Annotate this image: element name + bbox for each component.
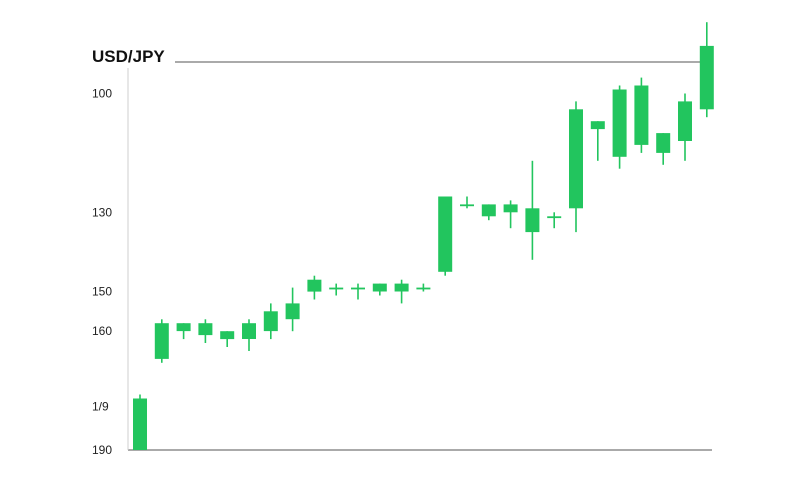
- candle: [503, 200, 518, 229]
- candle: [285, 287, 300, 332]
- candle: [438, 196, 453, 276]
- candle: [263, 303, 278, 340]
- candle-body: [569, 109, 583, 209]
- candle-body: [656, 133, 671, 153]
- candle: [612, 85, 627, 169]
- candle: [547, 212, 562, 229]
- candle-body: [307, 279, 322, 292]
- candle-body: [285, 303, 300, 320]
- candle: [242, 319, 256, 351]
- candles: [133, 22, 714, 450]
- candle-body: [481, 204, 496, 217]
- candle-body: [547, 216, 562, 219]
- candle: [220, 331, 235, 347]
- candle-body: [438, 196, 453, 272]
- y-tick-label: 160: [92, 324, 112, 338]
- y-tick-label: 150: [92, 285, 112, 299]
- candle-body: [525, 208, 540, 233]
- candle-body: [351, 287, 365, 290]
- candle: [394, 279, 409, 304]
- candle: [460, 196, 474, 209]
- chart-title: USD/JPY: [92, 47, 165, 66]
- candle-body: [263, 311, 278, 332]
- candle-body: [590, 121, 605, 130]
- candle: [372, 283, 387, 296]
- candle-body: [220, 331, 235, 340]
- candle-body: [699, 45, 714, 110]
- candle: [307, 275, 322, 300]
- candle-body: [133, 398, 147, 450]
- candle-body: [416, 287, 431, 290]
- candle: [176, 323, 191, 340]
- candle: [569, 101, 583, 233]
- candle: [656, 133, 671, 165]
- candle-body: [329, 287, 344, 290]
- candle-body: [176, 323, 191, 332]
- candle: [699, 22, 714, 118]
- candle-body: [154, 323, 169, 359]
- candle: [133, 394, 147, 450]
- y-tick-label: 100: [92, 87, 112, 101]
- candle: [590, 121, 605, 161]
- candle: [678, 93, 692, 161]
- candle: [329, 283, 344, 296]
- candle-body: [394, 283, 409, 292]
- candle-body: [242, 323, 256, 339]
- candle: [481, 204, 496, 221]
- candle: [634, 77, 649, 153]
- candle-body: [678, 101, 692, 141]
- candle: [198, 319, 213, 343]
- y-tick-label: 1/9: [92, 399, 109, 413]
- candle: [154, 319, 169, 363]
- candle: [351, 283, 365, 300]
- y-tick-label: 190: [92, 443, 112, 457]
- candle-body: [503, 204, 518, 213]
- candle: [416, 283, 431, 292]
- candle-body: [612, 89, 627, 157]
- candle-body: [372, 283, 387, 292]
- candle: [525, 160, 540, 260]
- candle-body: [198, 323, 213, 336]
- candle-body: [634, 85, 649, 145]
- y-tick-label: 130: [92, 205, 112, 219]
- candle-body: [460, 204, 474, 207]
- y-axis-ticks: 100 130 150 160 1/9 190: [92, 87, 112, 458]
